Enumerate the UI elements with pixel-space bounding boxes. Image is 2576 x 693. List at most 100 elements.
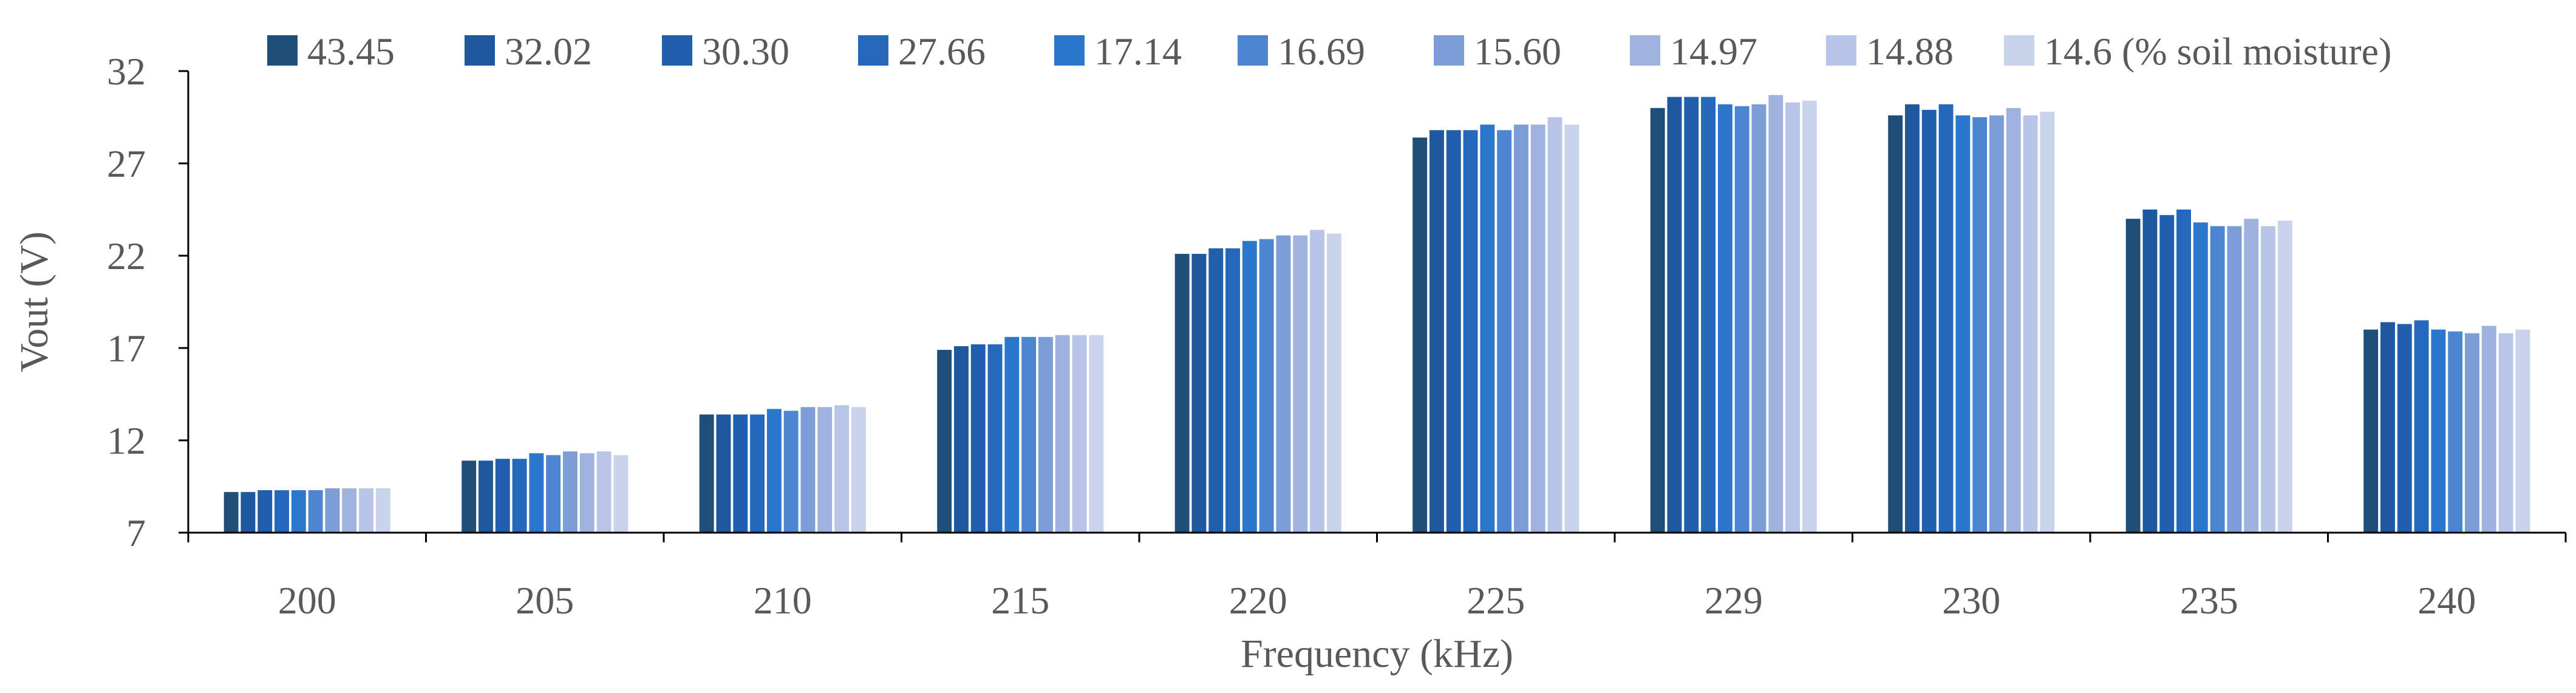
legend-item: 27.66: [858, 30, 986, 73]
x-tick-label: 220: [1229, 579, 1287, 622]
bar: [2125, 219, 2141, 533]
bar: [699, 414, 714, 533]
legend-label: 30.30: [702, 30, 789, 73]
legend-item: 14.88: [1826, 30, 1954, 73]
bar: [1802, 100, 1817, 533]
bar: [308, 490, 323, 533]
series-0: [223, 108, 2379, 533]
bar: [479, 460, 493, 533]
bar: [1208, 248, 1224, 533]
bar: [1955, 115, 1971, 533]
bar: [257, 490, 273, 533]
bar: [596, 451, 612, 533]
bar: [2363, 329, 2379, 533]
x-tick-label: 229: [1705, 579, 1763, 622]
bar: [1497, 130, 1512, 533]
bar: [2193, 222, 2208, 533]
bar: [325, 488, 340, 533]
bar: [546, 455, 561, 533]
bar: [495, 459, 510, 533]
bar: [1717, 104, 1733, 533]
bar: [1938, 104, 1954, 533]
legend-label: 14.97: [1670, 30, 1757, 73]
bar: [1921, 109, 1937, 533]
y-tick-label: 22: [107, 234, 146, 278]
x-tick-label: 225: [1467, 579, 1525, 622]
bar: [1276, 235, 1291, 533]
legend-label: 15.60: [1474, 30, 1561, 73]
bar: [1089, 335, 1104, 533]
bar: [1463, 130, 1478, 533]
bar: [2023, 115, 2038, 533]
x-axis: 200 205 210 215 220 225 229 230 235 240: [187, 531, 2567, 622]
legend-label: 14.6 (% soil moisture): [2044, 30, 2391, 73]
legend-swatch: [1826, 35, 1856, 66]
legend-swatch: [465, 35, 495, 66]
bar: [1547, 117, 1562, 533]
bar: [783, 411, 799, 533]
bar: [1242, 241, 1257, 533]
bar: [1564, 125, 1579, 533]
y-tick-label: 7: [126, 511, 146, 555]
bar: [359, 488, 373, 533]
bar: [1530, 125, 1545, 533]
bar: [1259, 239, 1274, 533]
bar: [1751, 104, 1767, 533]
bar: [2380, 322, 2395, 533]
bar: [1412, 137, 1428, 533]
y-axis-title: Vout (V): [12, 231, 56, 372]
bar: [2448, 331, 2463, 533]
bar: [1072, 335, 1087, 533]
bar: [1667, 97, 1682, 533]
legend-item: 32.02: [465, 30, 592, 73]
bar: [240, 492, 256, 533]
x-axis-title: Frequency (kHz): [1241, 632, 1513, 676]
legend-item: 14.6 (% soil moisture): [2004, 30, 2391, 73]
x-tick-label: 240: [2418, 579, 2476, 622]
bar: [1734, 106, 1750, 533]
bar: [1326, 233, 1341, 533]
bar: [987, 344, 1003, 533]
series-1: [240, 97, 2395, 533]
bar: [2006, 108, 2021, 533]
series-5: [308, 106, 2463, 533]
bar: [1989, 115, 2004, 533]
bar: [1701, 97, 1716, 533]
bar: [1225, 248, 1240, 533]
bar: [274, 490, 289, 533]
series-6: [325, 104, 2479, 533]
bar: [1972, 117, 1988, 533]
bar: [512, 459, 527, 533]
bar: [2277, 220, 2292, 533]
series-9: [375, 100, 2530, 533]
x-tick-label: 200: [278, 579, 336, 622]
bar: [2498, 333, 2513, 533]
bar: [2515, 329, 2530, 533]
bar: [462, 460, 477, 533]
series-7: [342, 95, 2496, 533]
legend-swatch: [1630, 35, 1660, 66]
bar: [2159, 215, 2175, 533]
bar: [1429, 130, 1444, 533]
bar: [1004, 336, 1020, 533]
legend-swatch: [1054, 35, 1085, 66]
legend-label: 32.02: [505, 30, 592, 73]
legend-label: 27.66: [898, 30, 986, 73]
bar: [766, 409, 782, 533]
bar: [954, 346, 969, 533]
bar: [817, 407, 833, 533]
bar: [2040, 111, 2055, 533]
chart-legend: 43.45 32.02 30.30 27.66 17.14 16.69 15.60 14.97…: [267, 30, 2391, 73]
y-tick-label: 32: [107, 50, 146, 93]
bar: [851, 407, 866, 533]
bar: [579, 453, 595, 533]
bar: [1310, 230, 1324, 533]
legend-swatch: [1238, 35, 1268, 66]
bar: [342, 488, 357, 533]
bar: [970, 344, 986, 533]
bar: [1513, 125, 1528, 533]
x-tick-label: 210: [754, 579, 812, 622]
bar: [2227, 226, 2242, 533]
legend-swatch: [2004, 35, 2034, 66]
legend-label: 14.88: [1866, 30, 1954, 73]
